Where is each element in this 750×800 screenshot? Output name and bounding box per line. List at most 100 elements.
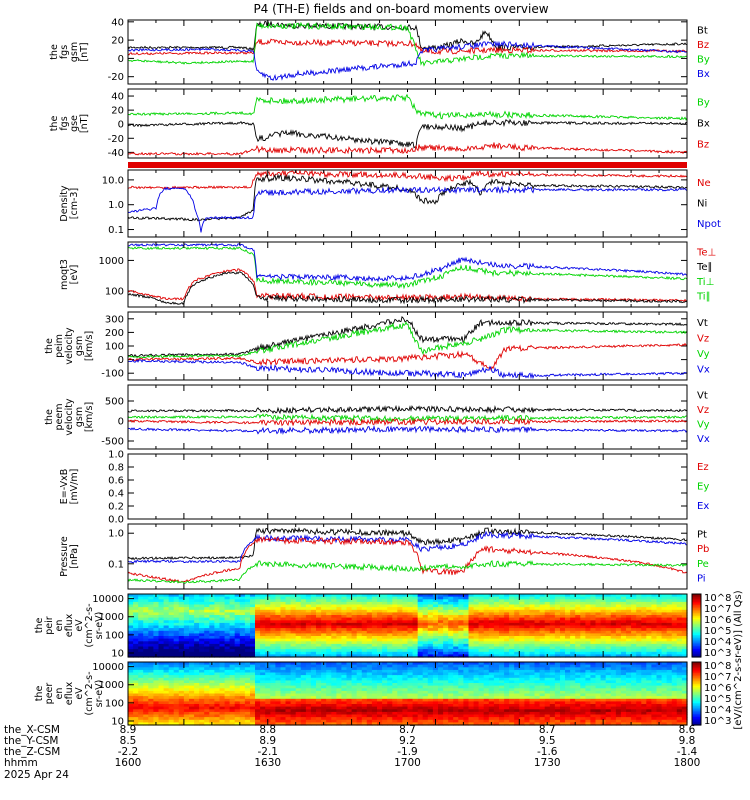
- heatmap-cell: [392, 612, 398, 616]
- heatmap-cell: [143, 688, 149, 692]
- heatmap-cell: [387, 636, 393, 640]
- heatmap-cell: [417, 696, 424, 700]
- heatmap-cell: [341, 609, 348, 613]
- heatmap-cell: [565, 601, 571, 606]
- heatmap-cell: [346, 711, 353, 716]
- heatmap-cell: [204, 672, 210, 676]
- heatmap-cell: [219, 693, 226, 697]
- heatmap-cell: [234, 722, 241, 726]
- heatmap-cell: [448, 601, 454, 606]
- heatmap-cell: [234, 636, 241, 640]
- heatmap-cell: [432, 625, 439, 629]
- heatmap-cell: [473, 688, 480, 692]
- heatmap-cell: [204, 706, 210, 710]
- heatmap-cell: [529, 636, 536, 640]
- heatmap-cell: [544, 649, 551, 653]
- heatmap-cell: [605, 607, 612, 611]
- ytick-label: 0.8: [108, 463, 124, 474]
- heatmap-cell: [326, 630, 332, 634]
- heatmap-cell: [244, 714, 251, 718]
- heatmap-cell: [463, 622, 470, 627]
- heatmap-cell: [529, 633, 536, 637]
- heatmap-cell: [438, 680, 444, 684]
- heatmap-cell: [168, 636, 175, 640]
- heatmap-cell: [265, 599, 271, 603]
- heatmap-cell: [346, 709, 353, 713]
- heatmap-cell: [509, 620, 515, 624]
- heatmap-cell: [204, 638, 210, 642]
- heatmap-cell: [412, 604, 419, 608]
- heatmap-cell: [244, 604, 251, 608]
- heatmap-cell: [468, 685, 475, 689]
- heatmap-cell: [458, 669, 464, 674]
- heatmap-cell: [646, 630, 652, 634]
- heatmap-cell: [651, 649, 658, 653]
- heatmap-cell: [575, 601, 581, 606]
- heatmap-cell: [549, 622, 556, 627]
- heatmap-cell: [234, 690, 241, 695]
- heatmap-cell: [407, 672, 414, 676]
- heatmap-cell: [244, 717, 251, 721]
- heatmap-cell: [504, 622, 510, 627]
- heatmap-cell: [600, 625, 607, 629]
- heatmap-cell: [377, 638, 383, 642]
- heatmap-cell: [148, 664, 154, 668]
- heatmap-cell: [483, 680, 490, 684]
- heatmap-cell: [229, 714, 236, 718]
- heatmap-cell: [438, 706, 444, 710]
- heatmap-cell: [402, 633, 409, 637]
- heatmap-cell: [620, 599, 627, 603]
- heatmap-cell: [509, 638, 515, 642]
- heatmap-cell: [478, 609, 485, 613]
- heatmap-cell: [448, 701, 454, 705]
- heatmap-cell: [646, 636, 652, 640]
- heatmap-cell: [493, 654, 500, 658]
- heatmap-cell: [402, 604, 409, 608]
- heatmap-cell: [448, 620, 454, 624]
- heatmap-cell: [280, 620, 287, 624]
- heatmap-cell: [316, 688, 322, 692]
- heatmap-cell: [128, 649, 134, 653]
- heatmap-cell: [417, 722, 424, 726]
- heatmap-cell: [295, 646, 302, 650]
- heatmap-cell: [590, 607, 597, 611]
- heatmap-cell: [280, 704, 287, 708]
- heatmap-cell: [163, 599, 170, 603]
- heatmap-cell: [280, 615, 287, 619]
- heatmap-cell: [204, 604, 210, 608]
- heatmap-cell: [524, 630, 531, 634]
- ytick-label: 200: [105, 328, 124, 339]
- heatmap-cell: [473, 693, 480, 697]
- heatmap-cell: [158, 607, 165, 611]
- heatmap-cell: [514, 622, 520, 627]
- heatmap-cell: [295, 717, 302, 721]
- heatmap-cell: [346, 696, 353, 700]
- heatmap-cell: [377, 628, 383, 632]
- heatmap-cell: [310, 688, 317, 692]
- heatmap-cell: [626, 617, 632, 621]
- heatmap-cell: [326, 722, 332, 726]
- heatmap-cell: [300, 651, 307, 655]
- heatmap-cell: [310, 690, 317, 695]
- heatmap-cell: [468, 594, 475, 598]
- ylabel-line: fgs: [59, 116, 70, 130]
- colorbar-step: [692, 620, 701, 623]
- heatmap-cell: [361, 717, 368, 721]
- heatmap-cell: [438, 599, 444, 603]
- heatmap-cell: [438, 672, 444, 676]
- heatmap-cell: [148, 701, 154, 705]
- heatmap-cell: [590, 612, 597, 616]
- heatmap-cell: [595, 615, 602, 619]
- heatmap-cell: [448, 641, 454, 645]
- heatmap-cell: [234, 628, 241, 632]
- heatmap-cell: [377, 685, 383, 689]
- heatmap-cell: [128, 607, 134, 611]
- heatmap-cell: [402, 717, 409, 721]
- heatmap-cell: [234, 664, 241, 668]
- heatmap-cell: [473, 604, 480, 608]
- ytick-label: 0: [118, 54, 124, 65]
- heatmap-cell: [239, 601, 246, 606]
- heatmap-cell: [214, 633, 221, 637]
- heatmap-cell: [173, 711, 180, 716]
- heatmap-cell: [133, 641, 139, 645]
